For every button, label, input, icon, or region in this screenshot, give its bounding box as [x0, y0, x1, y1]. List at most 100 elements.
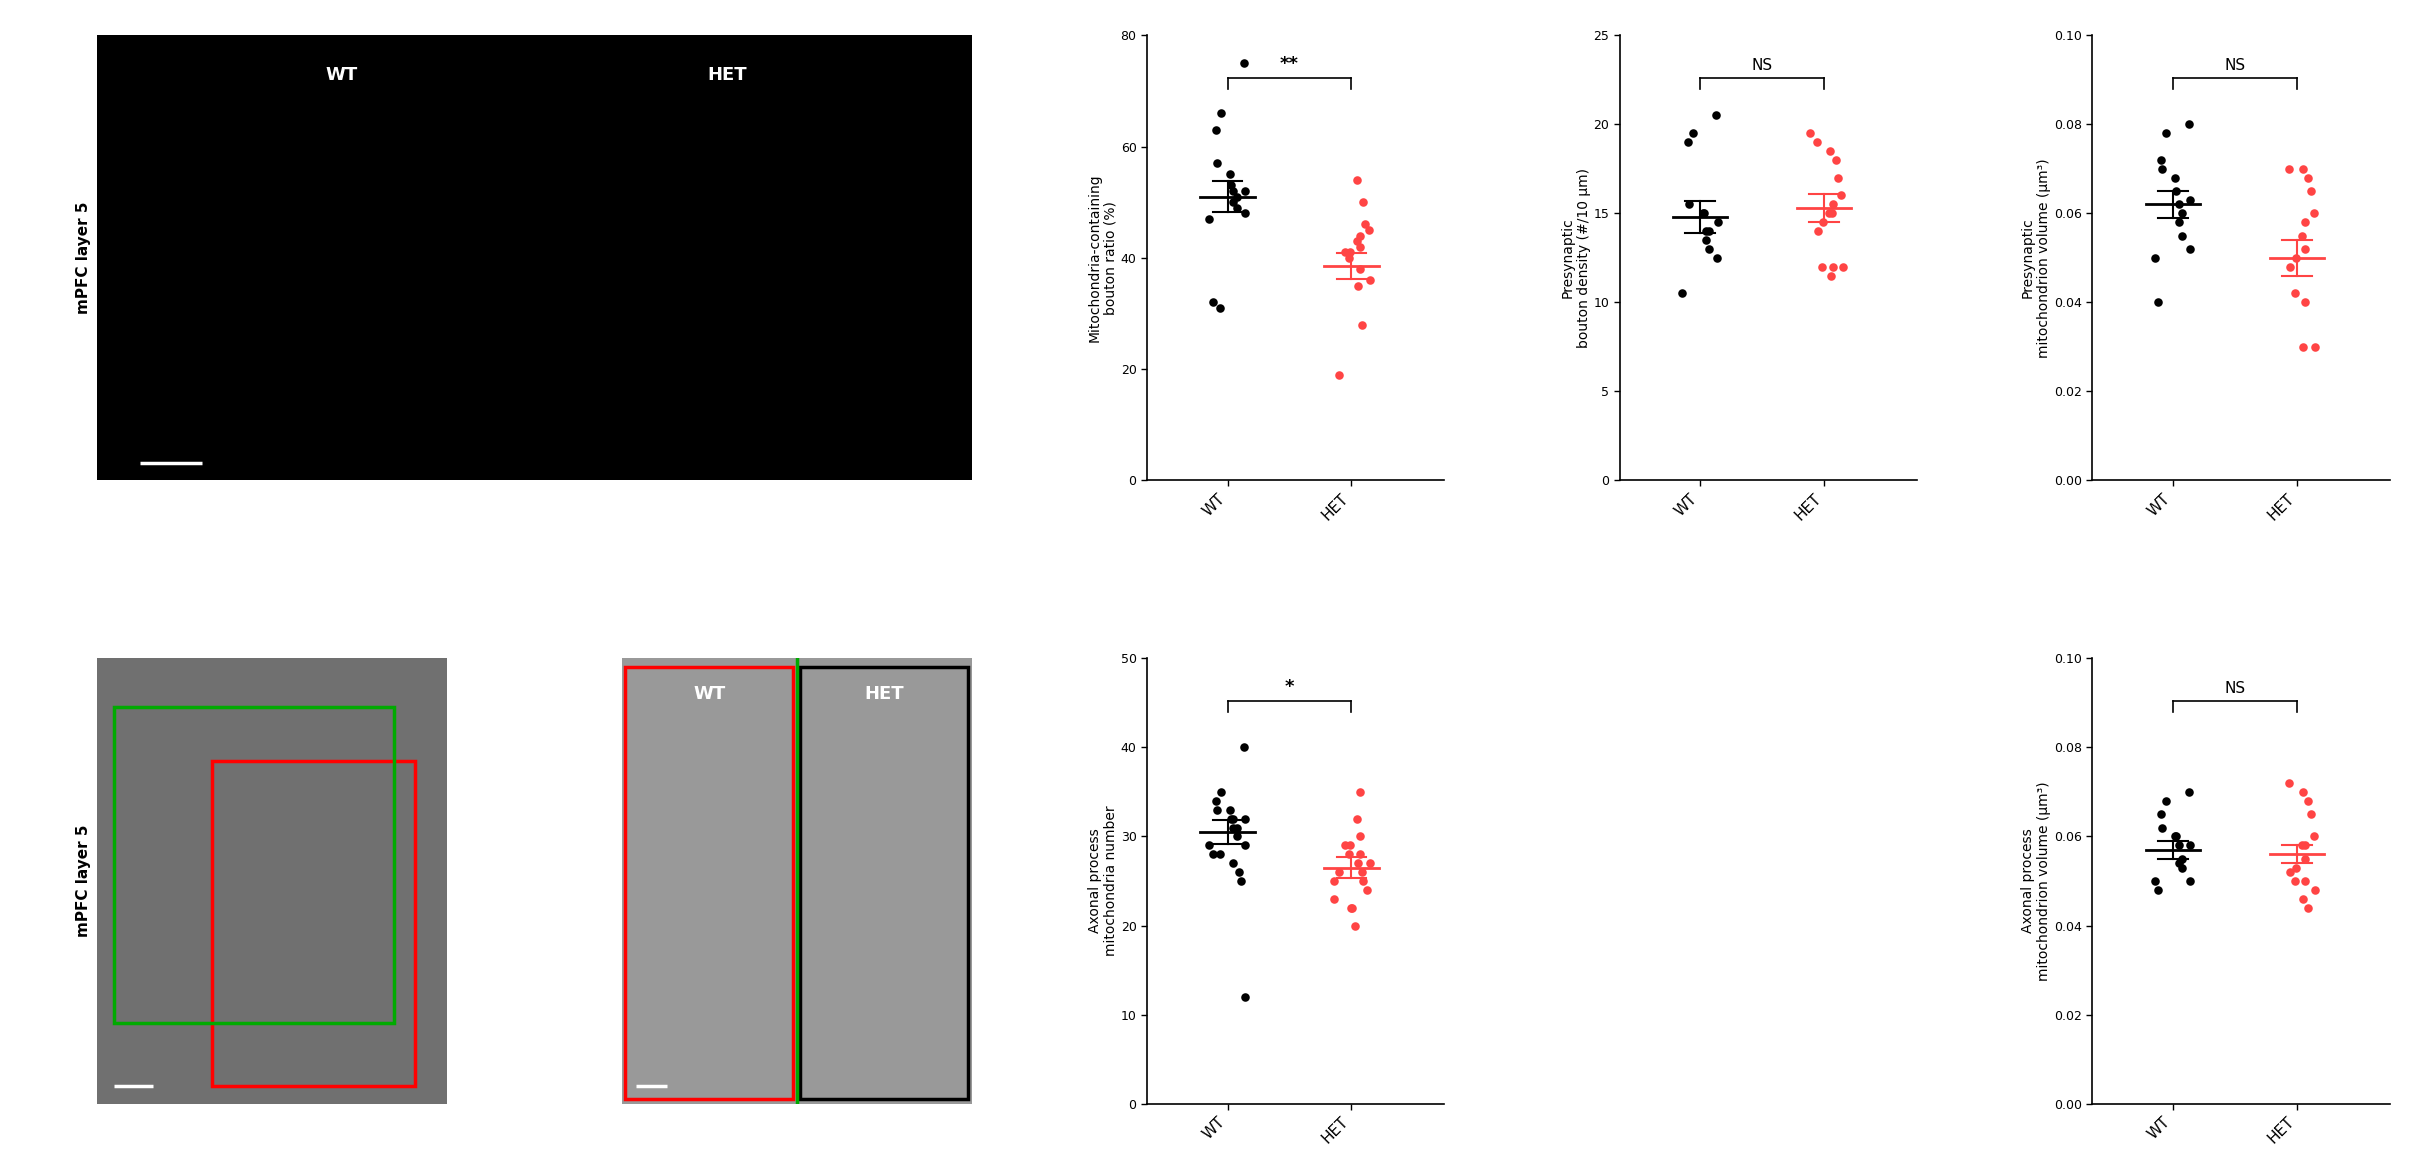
Point: [1212, 176, 1250, 195]
Point: [1335, 916, 1374, 935]
Point: [2144, 818, 2182, 837]
Point: [1663, 284, 1702, 303]
Point: [1342, 315, 1381, 333]
Point: [2163, 227, 2202, 245]
Point: [2136, 249, 2175, 268]
Point: [1212, 164, 1250, 183]
Point: [1342, 871, 1381, 890]
Point: [1193, 845, 1231, 864]
Point: [1333, 898, 1371, 917]
Point: [1823, 257, 1861, 276]
Point: [1345, 193, 1383, 211]
Point: [1219, 863, 1258, 882]
Point: [2286, 239, 2325, 258]
Text: *: *: [1284, 679, 1294, 696]
Point: [2139, 294, 2177, 312]
Point: [2144, 160, 2182, 178]
Point: [1810, 204, 1849, 223]
Point: [1217, 198, 1255, 217]
Point: [1815, 150, 1854, 169]
Point: [2156, 826, 2194, 845]
Point: [1337, 231, 1376, 250]
Text: NS: NS: [1753, 58, 1772, 73]
Y-axis label: Mitochondria-containing
bouton ratio (%): Mitochondria-containing bouton ratio (%): [1089, 174, 1118, 342]
Point: [2170, 190, 2209, 209]
Y-axis label: Axonal process
mitochondrion volume (μm³): Axonal process mitochondrion volume (μm³…: [2021, 781, 2052, 980]
Point: [2296, 337, 2334, 356]
Point: [1685, 204, 1724, 223]
Point: [1798, 222, 1837, 241]
Point: [1200, 845, 1238, 864]
Point: [2163, 204, 2202, 223]
Point: [1224, 738, 1263, 757]
Point: [1202, 783, 1241, 802]
Point: [2158, 212, 2197, 231]
Point: [2284, 890, 2322, 909]
Point: [2158, 826, 2197, 845]
Point: [1214, 809, 1253, 828]
Point: [1224, 54, 1263, 73]
Point: [1347, 880, 1386, 899]
Point: [2296, 826, 2334, 845]
Text: HET: HET: [864, 686, 905, 703]
Y-axis label: Presynaptic
bouton density (#/10 μm): Presynaptic bouton density (#/10 μm): [1559, 168, 1591, 348]
Point: [1687, 230, 1726, 249]
Point: [1349, 221, 1388, 239]
Point: [1221, 871, 1260, 890]
Point: [2288, 898, 2327, 917]
Point: [1226, 987, 1265, 1006]
Point: [1214, 193, 1253, 211]
Point: [1330, 243, 1369, 262]
Point: [2288, 168, 2327, 187]
Point: [2286, 836, 2325, 855]
Point: [1813, 257, 1852, 276]
Point: [1670, 195, 1709, 214]
Point: [2291, 182, 2330, 201]
Point: [1212, 801, 1250, 819]
Point: [2284, 160, 2322, 178]
Point: [2284, 783, 2322, 802]
Point: [1325, 836, 1364, 855]
Point: [2276, 284, 2315, 303]
Point: [1803, 212, 1842, 231]
Point: [1330, 836, 1369, 855]
Point: [2269, 774, 2308, 792]
Text: NS: NS: [2223, 681, 2245, 696]
Text: HET: HET: [707, 67, 746, 85]
Point: [1813, 204, 1852, 223]
Y-axis label: Axonal process
mitochondria number: Axonal process mitochondria number: [1089, 805, 1118, 957]
Point: [2286, 871, 2325, 890]
Point: [2136, 871, 2175, 890]
Point: [1813, 195, 1852, 214]
Point: [2158, 836, 2197, 855]
Point: [1226, 836, 1265, 855]
Point: [1340, 853, 1378, 872]
Point: [1337, 809, 1376, 828]
Point: [2170, 239, 2209, 258]
Point: [1690, 239, 1728, 258]
Point: [1683, 204, 1721, 223]
Point: [2163, 849, 2202, 868]
Point: [1697, 249, 1736, 268]
Point: [1214, 853, 1253, 872]
Point: [2269, 160, 2308, 178]
Point: [2291, 805, 2330, 824]
Point: [2141, 150, 2180, 169]
Point: [1798, 133, 1837, 151]
Point: [2158, 195, 2197, 214]
Point: [2156, 168, 2194, 187]
Point: [2276, 249, 2315, 268]
Point: [1342, 863, 1381, 882]
Point: [2286, 849, 2325, 868]
Point: [1197, 121, 1236, 140]
Point: [2139, 880, 2177, 899]
Point: [1316, 890, 1354, 909]
Text: WT: WT: [693, 686, 724, 703]
Point: [1673, 123, 1712, 142]
Point: [1330, 845, 1369, 864]
Point: [1340, 826, 1378, 845]
Point: [1349, 853, 1388, 872]
Point: [1810, 266, 1849, 285]
Y-axis label: mPFC layer 5: mPFC layer 5: [75, 825, 92, 937]
Text: WT: WT: [326, 67, 357, 85]
